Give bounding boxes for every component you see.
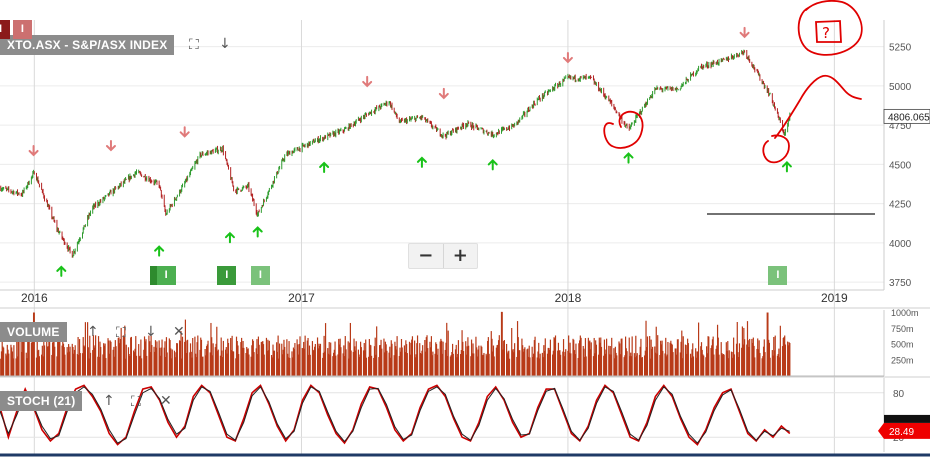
stoch-value-tag (878, 422, 930, 439)
buy-signal-arrow (56, 265, 67, 277)
buy-signal-arrow (416, 156, 427, 168)
signal-flag[interactable]: I (250, 266, 270, 285)
buy-signal-arrow (224, 231, 235, 244)
volume-y-tick-label: 500m (891, 340, 914, 350)
volume-y-tick-label: 750m (891, 324, 914, 334)
buy-signal-arrow (252, 226, 263, 238)
volume-y-tick-label: 1000m (891, 308, 919, 318)
signal-flag[interactable]: I (217, 266, 237, 285)
signal-flag[interactable]: I (156, 266, 176, 285)
signal-flag[interactable]: I (12, 20, 32, 39)
price-y-tick-label: 4250 (889, 200, 912, 211)
sell-signal-arrow (438, 87, 449, 100)
sell-signal-arrow (28, 144, 39, 157)
signal-flag[interactable]: I (0, 20, 10, 39)
x-tick-label: 2017 (288, 291, 315, 305)
annotation-question-mark: ? (822, 24, 830, 42)
price-y-tick-label: 3750 (889, 278, 912, 289)
x-tick-label: 2016 (21, 291, 48, 305)
sell-signal-arrow (739, 26, 750, 39)
last-price-label: 4806.065 (888, 112, 930, 123)
price-y-tick-label: 4000 (889, 239, 912, 250)
sell-signal-arrow (362, 75, 373, 88)
expand-stoch-icon[interactable]: ⛶ (131, 394, 141, 410)
expand-price-icon[interactable]: ⛶ (189, 37, 199, 53)
volume-panel-title: VOLUME (0, 322, 67, 342)
stoch-d-line (0, 386, 790, 444)
sell-signal-arrow (562, 51, 573, 64)
move-up-volume-icon[interactable]: ↑ (87, 324, 99, 340)
annotation-circle-2018-oct (762, 134, 790, 164)
signal-flag[interactable]: I (768, 266, 788, 285)
x-tick-label: 2018 (555, 291, 582, 305)
x-tick-label: 2019 (821, 291, 848, 305)
sell-signal-arrow (105, 140, 116, 152)
price-y-tick-label: 5250 (889, 43, 912, 54)
annotation-question-circle (797, 0, 863, 56)
price-panel-title: XTO.ASX - S&P/ASX INDEX (0, 35, 175, 55)
buy-signal-arrow (154, 245, 165, 257)
zoom-control: − + (408, 243, 478, 269)
buy-signal-arrow (623, 152, 634, 164)
volume-y-tick-label: 250m (891, 355, 914, 365)
close-volume-icon[interactable]: ✕ (173, 324, 185, 340)
buy-signal-arrow (319, 161, 330, 173)
stoch-last-value: 28.49 (889, 427, 914, 438)
buy-signal-arrow (487, 159, 498, 171)
sell-signal-arrow (179, 126, 190, 138)
stoch-k-line (0, 384, 791, 446)
last-price-box (883, 108, 930, 124)
move-down-volume-icon[interactable]: ↓ (145, 324, 157, 340)
price-y-tick-label: 5000 (889, 82, 912, 93)
annotation-question-box (815, 20, 842, 43)
move-down-price-icon[interactable]: ↓ (219, 36, 231, 52)
stoch-y-tick-label: 80 (893, 389, 905, 400)
zoom-in-button[interactable]: + (442, 244, 478, 268)
expand-volume-icon[interactable]: ⛶ (116, 325, 126, 341)
stoch-panel-title: STOCH (21) (0, 391, 83, 411)
move-up-stoch-icon[interactable]: ↑ (103, 393, 115, 409)
zoom-out-button[interactable]: − (418, 245, 434, 266)
close-stoch-icon[interactable]: ✕ (160, 393, 172, 409)
annotation-projection-curve (774, 74, 862, 139)
buy-signal-arrow (781, 161, 792, 173)
price-y-tick-label: 4750 (889, 121, 912, 132)
price-y-tick-label: 4500 (889, 160, 912, 171)
stoch-secondary-tag (884, 414, 930, 423)
annotation-circle-2018 (603, 110, 644, 149)
